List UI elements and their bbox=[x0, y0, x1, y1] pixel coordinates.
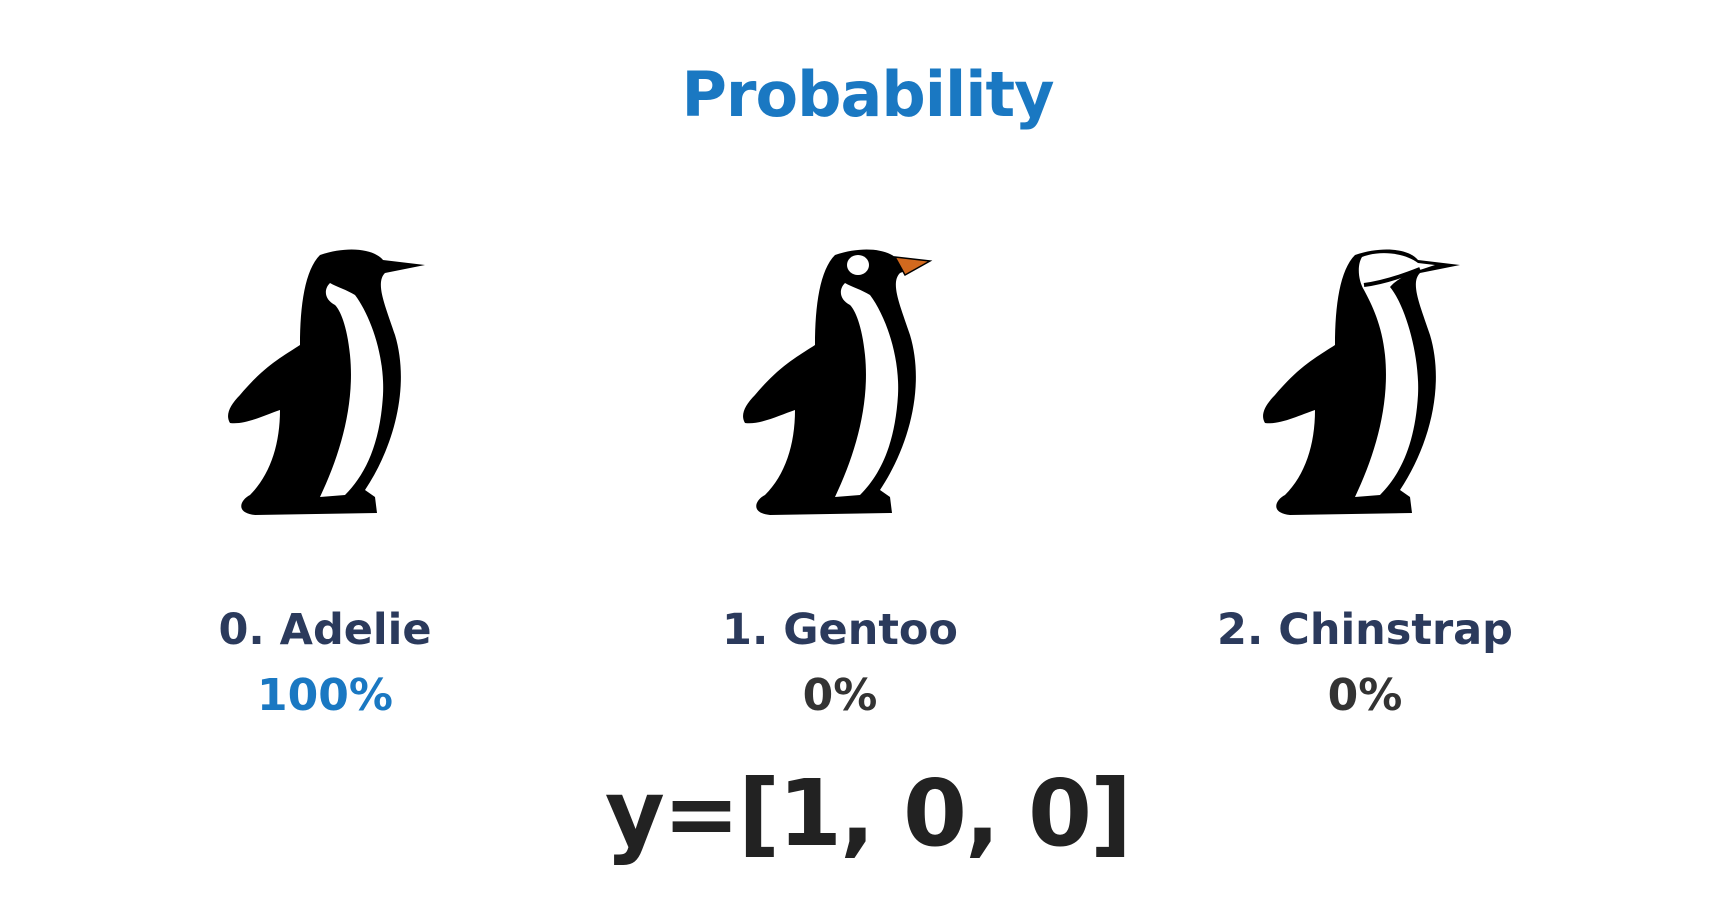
chinstrap-penguin-icon bbox=[1260, 245, 1480, 525]
class-label-adelie: 0. Adelie bbox=[218, 605, 432, 655]
page-title: Probability bbox=[681, 58, 1054, 131]
probability-chinstrap: 0% bbox=[1327, 670, 1403, 721]
target-vector-equation: y=[1, 0, 0] bbox=[604, 760, 1132, 867]
class-label-gentoo: 1. Gentoo bbox=[722, 605, 958, 655]
adelie-penguin-icon bbox=[225, 245, 445, 525]
class-label-chinstrap: 2. Chinstrap bbox=[1217, 605, 1513, 655]
probability-gentoo: 0% bbox=[802, 670, 878, 721]
gentoo-penguin-icon bbox=[740, 245, 960, 525]
probability-adelie: 100% bbox=[257, 670, 393, 721]
